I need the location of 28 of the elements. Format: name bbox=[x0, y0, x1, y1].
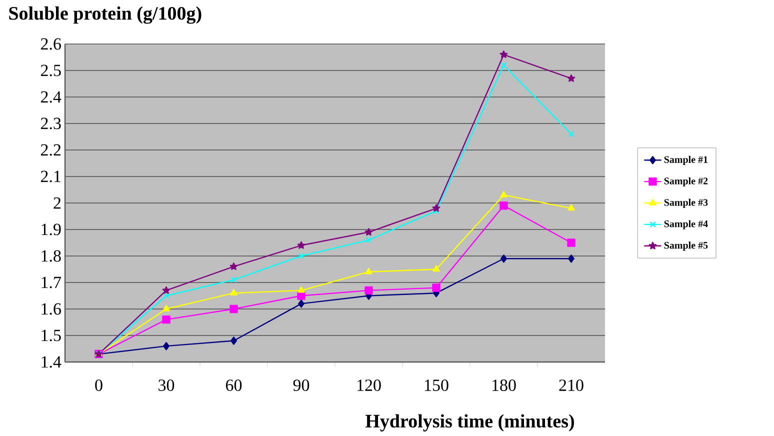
y-tick-label: 1.5 bbox=[42, 330, 61, 342]
y-tick-label: 2.6 bbox=[40, 38, 61, 50]
legend-label: Sample #4 bbox=[664, 220, 708, 230]
x-tick-label: 0 bbox=[95, 380, 102, 391]
legend-label: Sample #5 bbox=[664, 242, 708, 251]
y-tick-label: 2.4 bbox=[40, 91, 62, 103]
y-tick-label: 1.6 bbox=[42, 303, 61, 315]
x-tick-label: 150 bbox=[424, 380, 448, 391]
y-tick-label: 1.7 bbox=[42, 276, 61, 288]
x-tick-label: 120 bbox=[357, 380, 381, 391]
legend-label: Sample #2 bbox=[664, 177, 708, 186]
y-tick-label: 2 bbox=[54, 197, 61, 209]
y-tick-label: 2.5 bbox=[40, 64, 61, 76]
x-tick-label: 90 bbox=[293, 380, 310, 391]
legend-label: Sample #1 bbox=[664, 156, 708, 165]
y-tick-label: 1.8 bbox=[42, 250, 61, 262]
y-tick-label: 1.9 bbox=[42, 224, 61, 236]
y-tick-label: 2.1 bbox=[40, 170, 60, 182]
y-tick-label: 1.4 bbox=[42, 356, 62, 368]
x-tick-label: 30 bbox=[158, 380, 174, 391]
x-tick-label: 180 bbox=[492, 380, 516, 391]
x-tick-label: 210 bbox=[559, 380, 584, 391]
x-axis-title: Hydrolysis time (minutes) bbox=[365, 414, 574, 432]
legend-label: Sample #3 bbox=[664, 198, 708, 208]
y-tick-label: 2.3 bbox=[40, 118, 61, 130]
x-tick-label: 60 bbox=[226, 380, 242, 391]
y-axis-title: Soluble protein (g/100g) bbox=[9, 6, 202, 24]
y-tick-label: 2.2 bbox=[40, 144, 61, 156]
